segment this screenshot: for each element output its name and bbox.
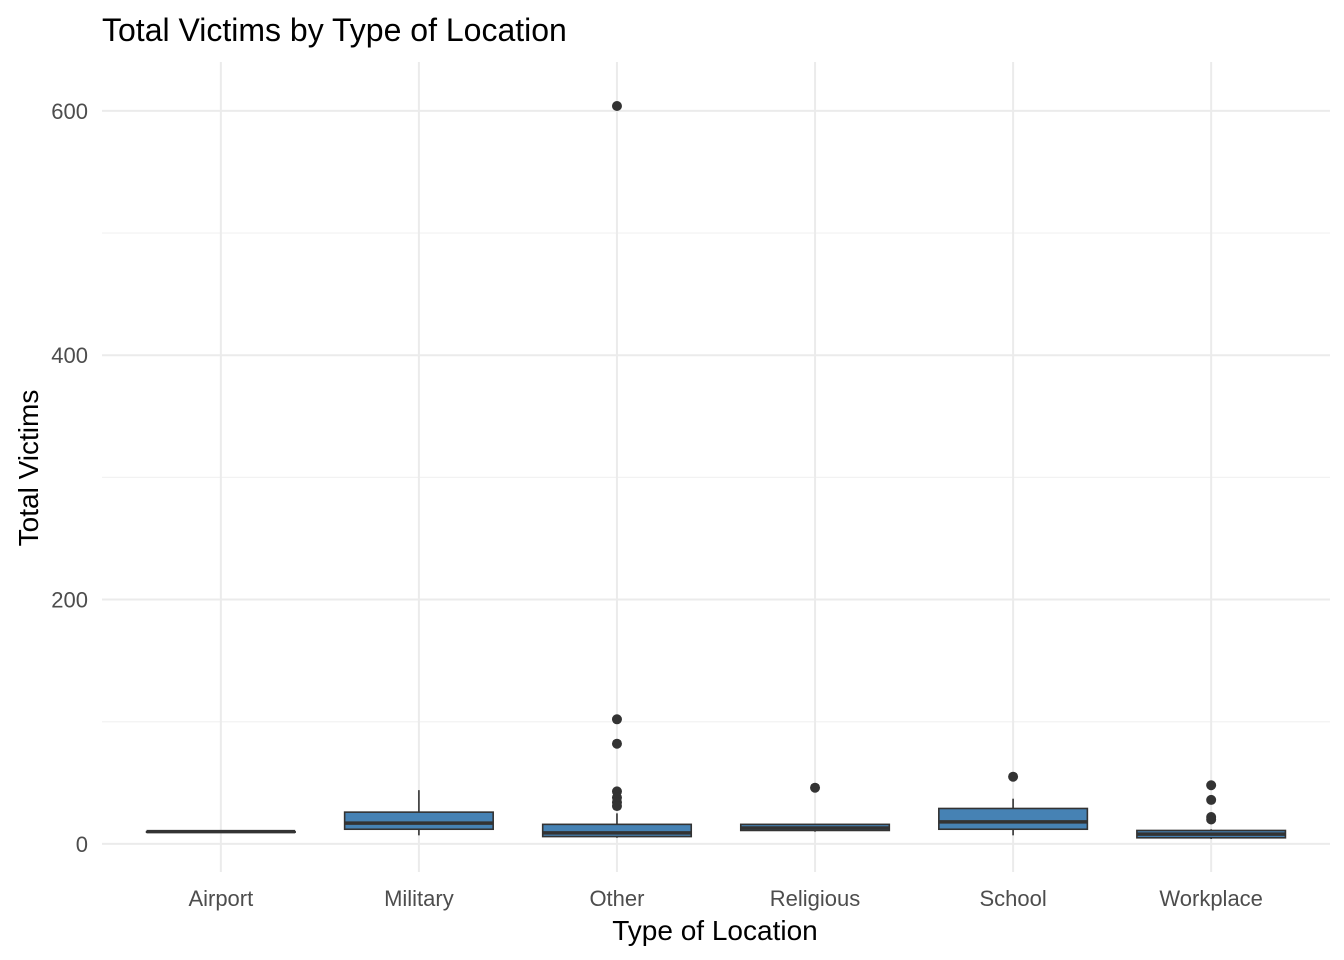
y-tick-label: 0 [76, 832, 88, 857]
y-axis: 0 200 400 600 [51, 99, 88, 857]
outlier-point [810, 782, 821, 793]
box-iqr [541, 823, 693, 838]
box-iqr [938, 807, 1089, 831]
x-axis-title: Type of Location [612, 915, 817, 946]
x-tick-label: Military [384, 886, 454, 911]
outlier-point [1206, 794, 1217, 805]
outlier-point [611, 738, 622, 749]
box-other [541, 100, 693, 838]
grid [102, 62, 1330, 872]
x-axis: Airport Military Other Religious School Workp… [188, 886, 1262, 911]
x-tick-label: Workplace [1159, 886, 1263, 911]
outlier-point [611, 714, 622, 725]
y-axis-title: Total Victims [13, 390, 44, 547]
outlier-point [1008, 771, 1019, 782]
box-workplace [1136, 780, 1287, 840]
x-tick-label: Religious [770, 886, 861, 911]
outlier-point [611, 801, 622, 812]
y-tick-label: 400 [51, 343, 88, 368]
box-religious [739, 782, 891, 832]
outlier-point [1206, 814, 1217, 825]
outlier-point [1206, 780, 1217, 791]
x-tick-label: School [979, 886, 1046, 911]
y-tick-label: 200 [51, 588, 88, 613]
chart-title: Total Victims by Type of Location [102, 12, 567, 48]
box-military [343, 790, 494, 836]
x-tick-label: Other [589, 886, 644, 911]
box-iqr [343, 811, 494, 831]
box-school [938, 771, 1089, 836]
box-airport [145, 829, 296, 834]
outlier-point [611, 100, 622, 111]
y-tick-label: 600 [51, 99, 88, 124]
x-tick-label: Airport [188, 886, 253, 911]
boxplot-series [145, 100, 1287, 840]
